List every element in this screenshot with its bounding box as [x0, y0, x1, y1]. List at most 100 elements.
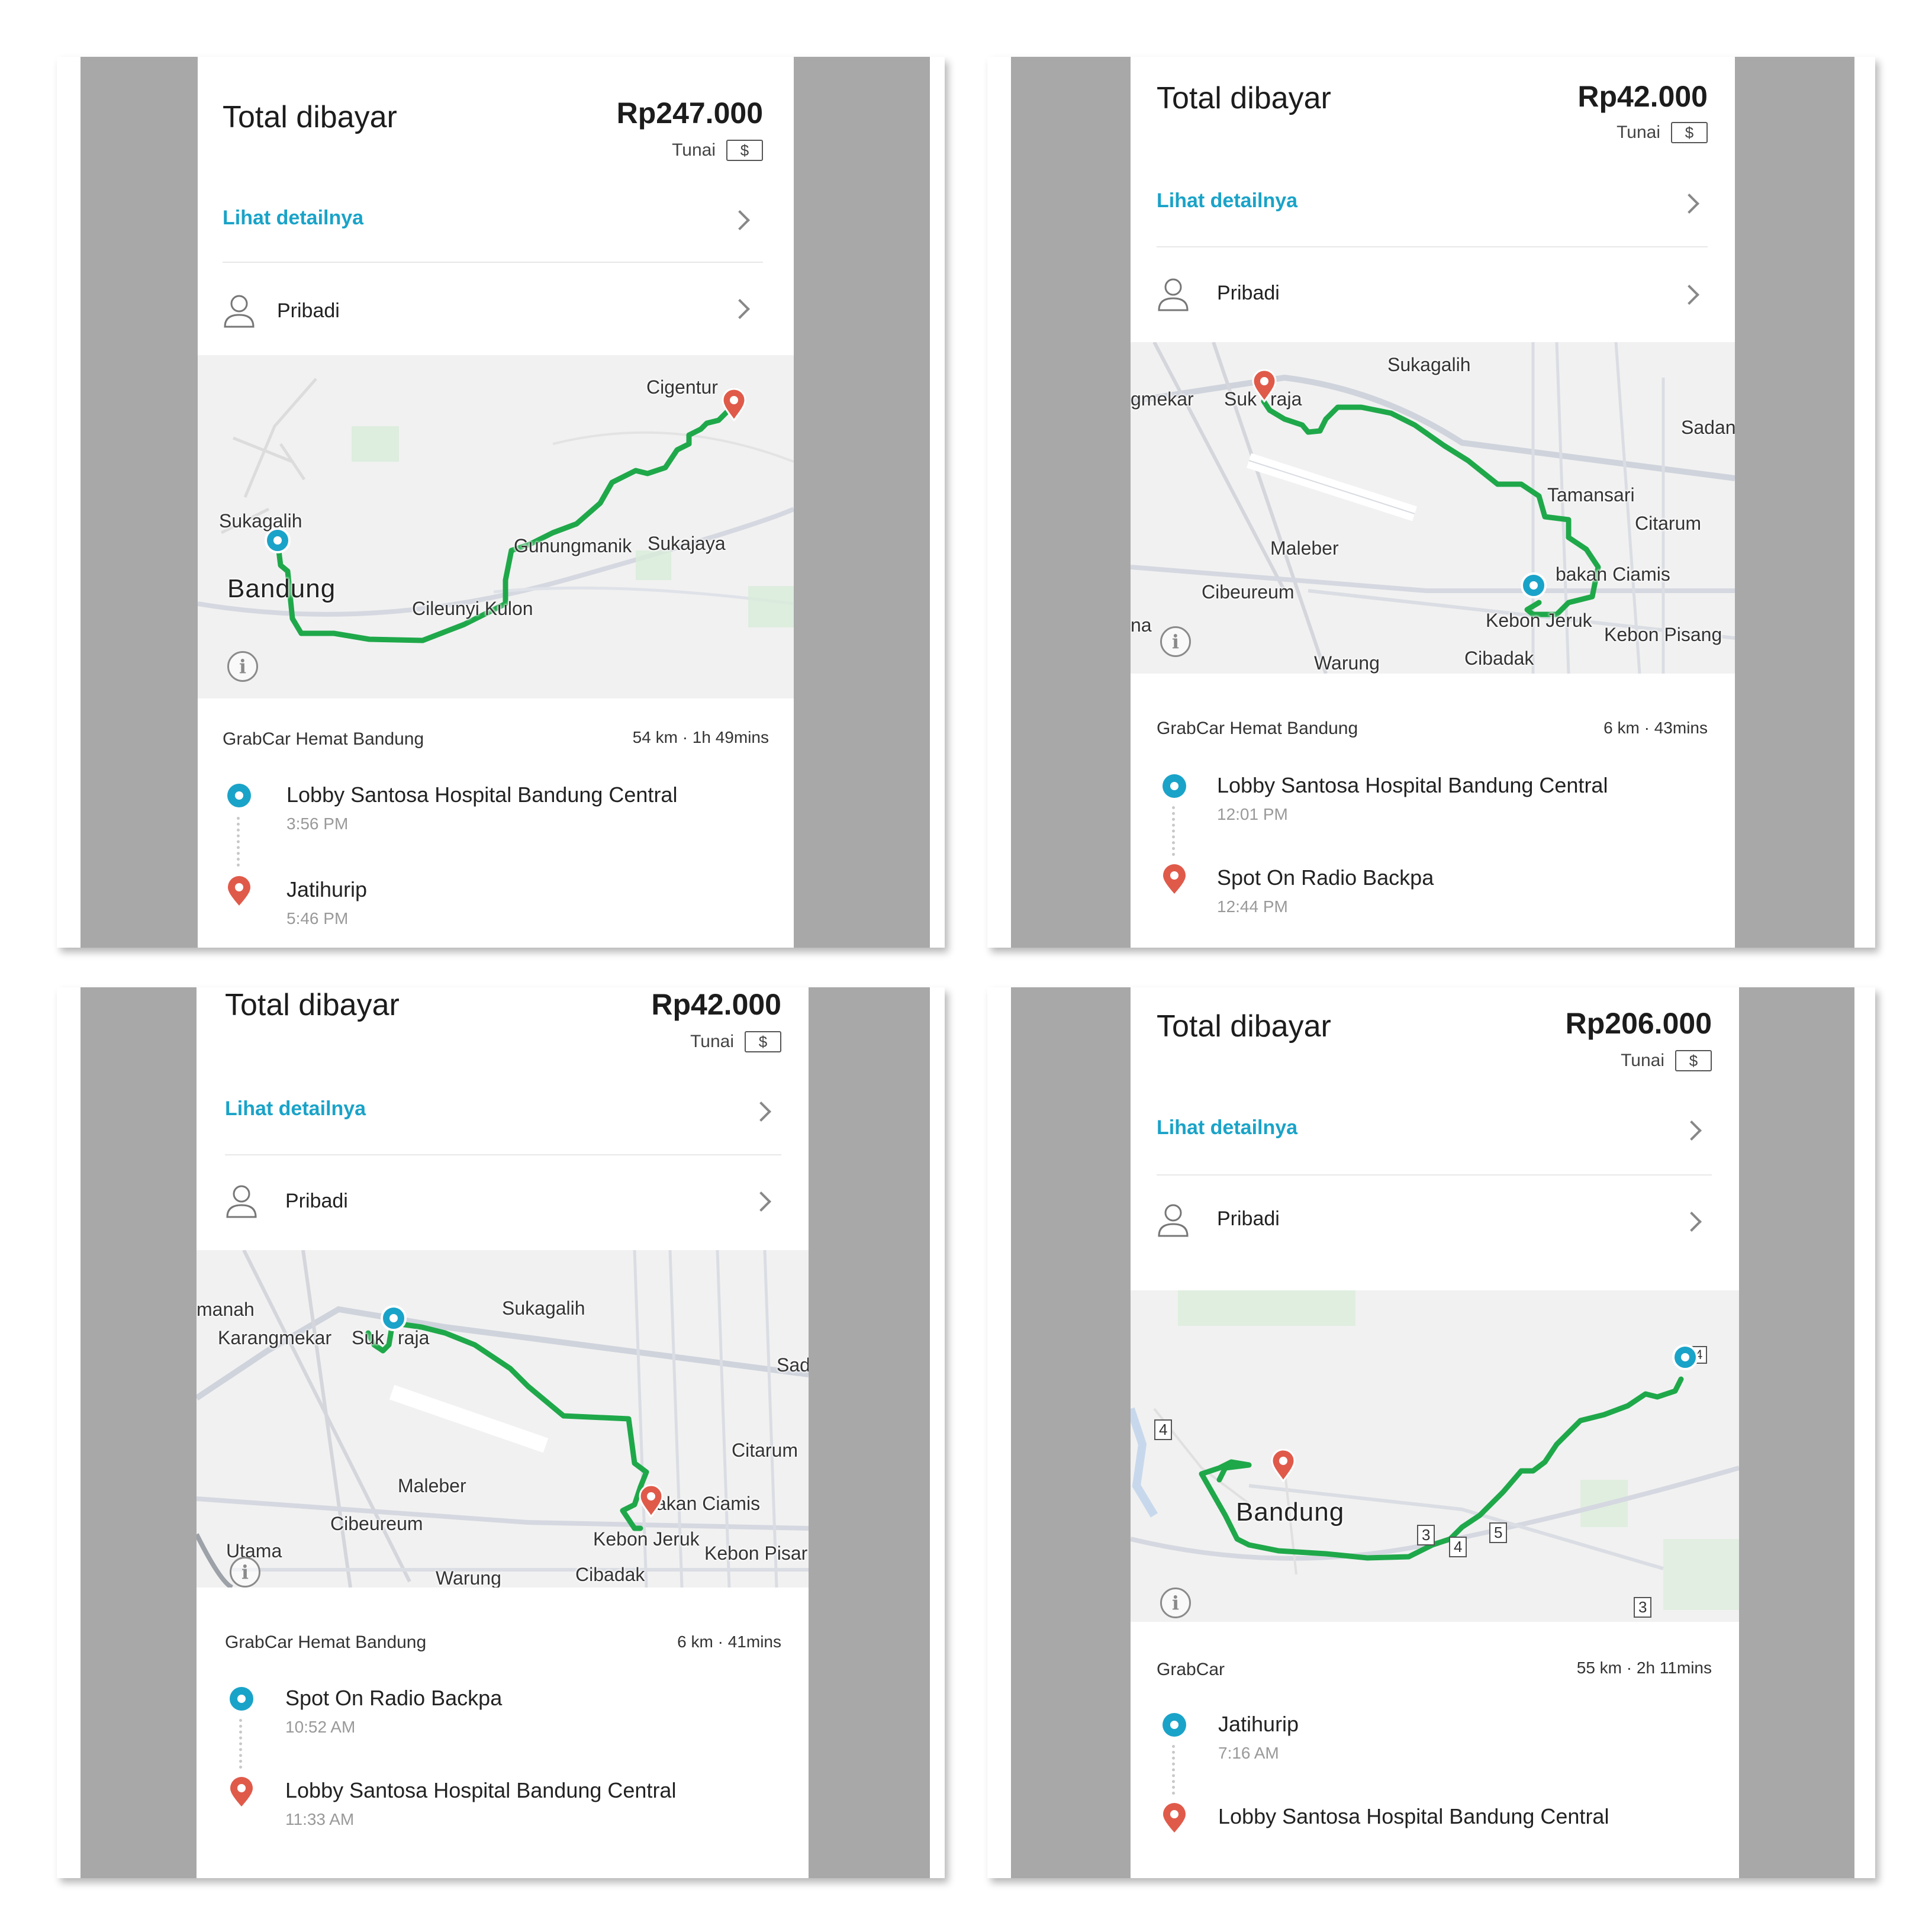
chevron-right-icon[interactable]: [730, 299, 750, 319]
pickup-location: Lobby Santosa Hospital Bandung Central: [1217, 773, 1608, 797]
route-map[interactable]: Bandung 4 3 4 5 3 4 i: [1131, 1290, 1739, 1622]
payment-method: Tunai $: [672, 140, 763, 161]
payment-method: Tunai $: [1621, 1050, 1712, 1071]
map-label: na: [1131, 614, 1152, 636]
payment-method: Tunai $: [1617, 122, 1708, 143]
service-type: GrabCar Hemat Bandung: [223, 729, 424, 749]
pickup-location: Lobby Santosa Hospital Bandung Central: [286, 783, 678, 807]
pickup-pin-icon: [1672, 1344, 1698, 1370]
route-shield-4: 4: [1449, 1537, 1467, 1557]
profile-label[interactable]: Pribadi: [277, 300, 340, 322]
pickup-pin-icon: [381, 1305, 407, 1331]
chevron-right-icon[interactable]: [751, 1102, 771, 1122]
dropoff-location: Jatihurip: [286, 877, 368, 901]
pickup-pin-icon: [1521, 572, 1547, 598]
pickup-icon: [227, 784, 251, 807]
trip-distance-duration: 6 km · 43mins: [1603, 719, 1708, 737]
map-label: Cileunyi Kulon: [412, 598, 533, 619]
trip-distance-duration: 6 km · 41mins: [677, 1632, 781, 1651]
info-icon[interactable]: i: [227, 651, 258, 682]
info-icon[interactable]: i: [1160, 1588, 1191, 1618]
total-label: Total dibayar: [225, 988, 400, 1022]
trip-distance-duration: 54 km · 1h 49mins: [632, 728, 769, 746]
map-label: Warung: [1314, 652, 1380, 674]
service-type: GrabCar: [1157, 1660, 1225, 1679]
pickup-location: Jatihurip: [1218, 1712, 1299, 1736]
map-canvas: [1131, 1290, 1739, 1610]
route-map[interactable]: manah Sukagalih Karangmekar Suk raja Sad…: [197, 1250, 809, 1588]
pickup-time: 10:52 AM: [285, 1718, 356, 1736]
map-label: manah: [197, 1299, 255, 1320]
pickup-time: 12:01 PM: [1217, 805, 1288, 823]
right-gutter: [1735, 57, 1854, 948]
person-icon: [1158, 278, 1189, 311]
map-label: Kebon Jeruk: [593, 1528, 700, 1550]
chevron-right-icon[interactable]: [1682, 1120, 1702, 1141]
phone-screen: Total dibayar Rp247.000 Tunai $ Lihat de…: [198, 57, 794, 948]
chevron-right-icon[interactable]: [1679, 285, 1699, 305]
map-label: Cibeureum: [1202, 581, 1295, 603]
left-gutter: [1011, 57, 1131, 948]
info-icon[interactable]: i: [230, 1557, 260, 1588]
chevron-right-icon[interactable]: [1679, 194, 1699, 214]
dropoff-location: Spot On Radio Backpa: [1217, 865, 1434, 890]
cash-icon: $: [745, 1031, 781, 1052]
chevron-right-icon[interactable]: [1682, 1212, 1702, 1232]
map-canvas: [198, 378, 794, 643]
right-gutter: [794, 57, 930, 948]
map-label: Citarum: [1635, 513, 1702, 534]
map-label: Sadan: [1681, 417, 1735, 438]
profile-label[interactable]: Pribadi: [1217, 1208, 1280, 1230]
map-label: Utama: [226, 1540, 282, 1561]
map-label: Maleber: [1270, 537, 1339, 559]
map-label: raja: [1270, 388, 1302, 410]
pickup-icon: [1163, 1713, 1186, 1737]
left-gutter: [1011, 987, 1131, 1878]
dropoff-location: Lobby Santosa Hospital Bandung Central: [285, 1778, 677, 1802]
map-label: Citarum: [732, 1440, 798, 1461]
payment-label: Tunai: [672, 140, 716, 160]
divider: [225, 1154, 781, 1155]
trip-distance-duration: 55 km · 2h 11mins: [1576, 1659, 1712, 1677]
receipt-screenshot-1: Total dibayar Rp247.000 Tunai $ Lihat de…: [57, 57, 945, 948]
map-label: Maleber: [398, 1475, 466, 1496]
see-details-link[interactable]: Lihat detailnya: [223, 207, 364, 229]
see-details-link[interactable]: Lihat detailnya: [225, 1097, 366, 1120]
divider: [1157, 1174, 1712, 1176]
map-label: Sukagalih: [219, 510, 302, 532]
dropoff-pin-icon: [1271, 1449, 1296, 1482]
map-canvas: [197, 1250, 809, 1588]
map-label: gmekar: [1131, 388, 1194, 410]
right-gutter: [1739, 987, 1854, 1878]
dropoff-pin-icon: [639, 1485, 664, 1518]
total-label: Total dibayar: [223, 100, 397, 134]
profile-label[interactable]: Pribadi: [285, 1190, 348, 1212]
map-label: Sada: [777, 1354, 809, 1376]
service-type: GrabCar Hemat Bandung: [225, 1632, 427, 1652]
divider: [223, 262, 763, 263]
info-icon[interactable]: i: [1160, 626, 1191, 657]
see-details-link[interactable]: Lihat detailnya: [1157, 189, 1298, 212]
route-map[interactable]: Cigentur Sukagalih Gunungmanik Sukajaya …: [198, 355, 794, 698]
person-icon: [226, 1185, 257, 1218]
total-amount: Rp247.000: [616, 96, 763, 130]
dropoff-location: Lobby Santosa Hospital Bandung Central: [1218, 1804, 1609, 1828]
cash-icon: $: [726, 140, 763, 161]
dropoff-pin-icon: [722, 388, 746, 421]
phone-screen: Total dibayar Rp206.000 Tunai $ Lihat de…: [1131, 987, 1739, 1878]
receipt-screenshot-2: Total dibayar Rp42.000 Tunai $ Lihat det…: [987, 57, 1875, 948]
payment-label: Tunai: [690, 1032, 734, 1051]
chevron-right-icon[interactable]: [751, 1192, 771, 1212]
route-connector: [1172, 806, 1177, 856]
profile-label[interactable]: Pribadi: [1217, 282, 1280, 304]
chevron-right-icon[interactable]: [730, 210, 750, 230]
route-shield-3: 3: [1634, 1597, 1652, 1618]
dropoff-time: 12:44 PM: [1217, 897, 1288, 916]
route-map[interactable]: Sukagalih gmekar Suk raja Sadan Tamansar…: [1131, 342, 1735, 674]
map-label: Cibadak: [1464, 648, 1534, 669]
map-label: Bandung: [1236, 1498, 1345, 1527]
see-details-link[interactable]: Lihat detailnya: [1157, 1116, 1298, 1139]
total-amount: Rp206.000: [1565, 1007, 1712, 1040]
map-label: Cigentur: [646, 376, 718, 398]
route-connector: [239, 1719, 244, 1769]
